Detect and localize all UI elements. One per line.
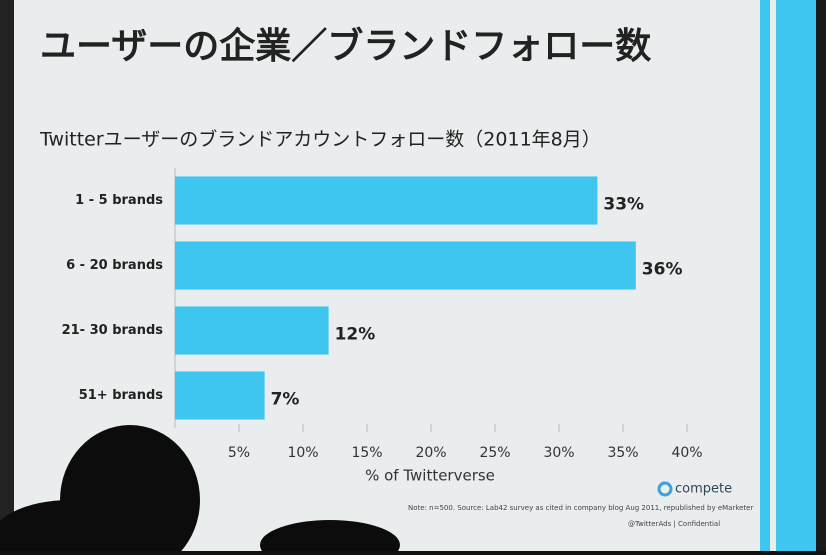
frame-edge xyxy=(816,0,826,551)
x-tick-label: 35% xyxy=(607,445,638,461)
bar xyxy=(175,306,329,355)
y-tick-label: 1 - 5 brands xyxy=(75,193,163,208)
slide-title: ユーザーの企業／ブランドフォロー数 xyxy=(40,25,651,67)
frame-edge xyxy=(0,0,14,551)
x-tick-label: 40% xyxy=(671,445,702,461)
y-tick-label: 21- 30 brands xyxy=(62,323,164,338)
x-tick-label: 5% xyxy=(228,445,250,461)
footer: @TwitterAds | Confidential xyxy=(628,520,720,528)
bar xyxy=(175,371,265,420)
stripe xyxy=(760,0,770,551)
x-tick-label: 30% xyxy=(543,445,574,461)
audience-silhouette xyxy=(260,520,400,555)
value-label: 7% xyxy=(271,390,300,410)
y-tick-label: 51+ brands xyxy=(79,388,164,403)
x-tick-label: 20% xyxy=(415,445,446,461)
x-axis-label: % of Twitterverse xyxy=(365,467,495,485)
chart-title: Twitterユーザーのブランドアカウントフォロー数（2011年8月） xyxy=(39,128,601,151)
note: Note: n=500. Source: Lab42 survey as cit… xyxy=(408,504,753,512)
audience-silhouette xyxy=(0,500,150,555)
logo: compete xyxy=(675,482,732,497)
stripe xyxy=(776,0,816,551)
bar xyxy=(175,176,598,225)
bar xyxy=(175,241,636,290)
y-tick-label: 6 - 20 brands xyxy=(66,258,163,273)
x-tick-label: 15% xyxy=(351,445,382,461)
value-label: 12% xyxy=(335,325,376,345)
x-tick-label: 10% xyxy=(287,445,318,461)
x-tick-label: 25% xyxy=(479,445,510,461)
value-label: 33% xyxy=(603,195,644,215)
value-label: 36% xyxy=(642,260,683,280)
logo-icon xyxy=(657,481,673,497)
